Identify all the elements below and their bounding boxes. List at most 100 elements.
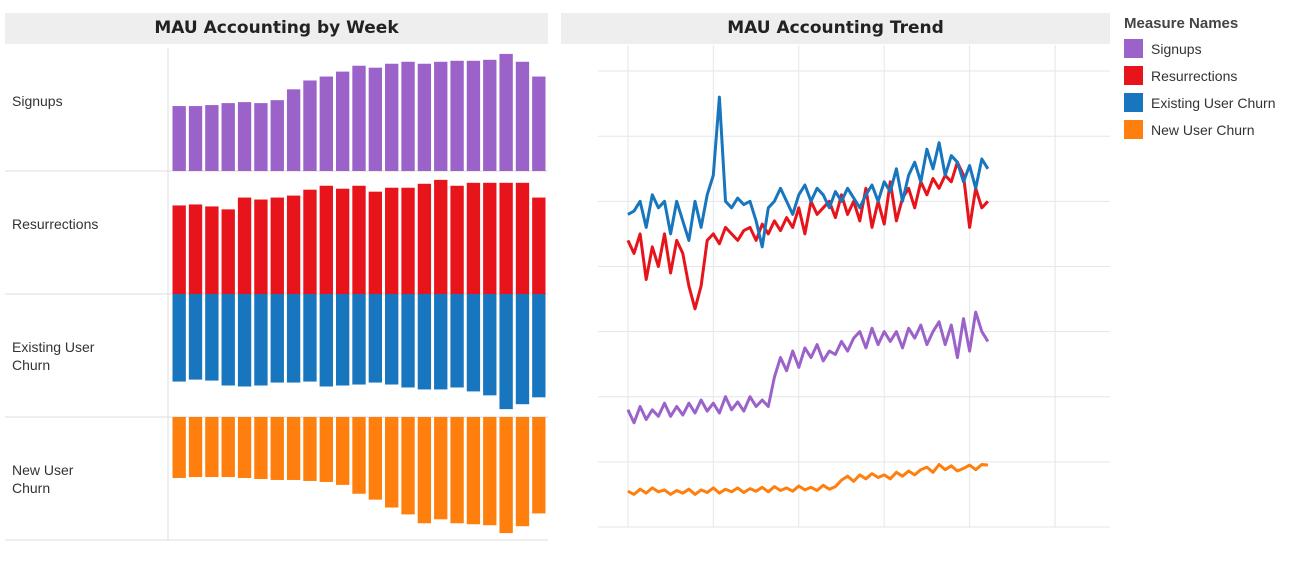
bar [450,417,464,524]
line [627,463,989,496]
bar [417,183,432,294]
bar [385,187,399,294]
bar [385,294,399,385]
bar [172,205,186,294]
bar [385,417,399,508]
line [627,95,990,249]
bar [254,417,268,479]
bar [254,103,268,171]
bar [335,294,350,386]
line [626,310,990,425]
bar [221,294,235,386]
bar [368,67,383,171]
bar [417,63,432,171]
legend-label: Existing User Churn [1151,94,1276,111]
bar [319,417,333,482]
bar [466,417,481,525]
bar [450,185,464,294]
bar [221,103,235,171]
bar [303,294,317,382]
bar [532,294,546,398]
bar [205,206,219,294]
bar [270,417,284,480]
bar [483,182,497,294]
bar [352,294,366,385]
bar [499,182,513,294]
bar [532,197,546,294]
legend-swatch [1124,93,1143,112]
bar [237,417,252,479]
bar [319,185,333,294]
bar [417,294,432,390]
bar [532,76,546,171]
legend-label: Resurrections [1151,67,1238,84]
legend-item: Resurrections [1124,62,1276,89]
legend-label: New User Churn [1151,121,1255,138]
bar [270,100,284,171]
legend-swatch [1124,39,1143,58]
row-label: Existing User Churn [12,338,95,373]
bar [483,59,497,171]
legend: Measure Names Signups Resurrections Existi… [1124,15,1276,143]
bar [237,197,252,294]
bar [335,417,350,485]
bar [303,80,317,171]
bar [319,76,333,171]
bar [352,417,366,494]
row-label: Resurrections [12,215,99,232]
bar [286,89,301,171]
bar [335,188,350,294]
bar [499,53,513,171]
chart-title: MAU Accounting by Week [5,13,548,44]
legend-item: Signups [1124,35,1276,62]
row-label: New User Churn [12,461,74,496]
legend-swatch [1124,120,1143,139]
bar [385,63,399,171]
bar [237,102,252,171]
bar [205,294,219,381]
bar [368,294,383,383]
bar [483,417,497,526]
bar [286,417,301,480]
bar [532,417,546,514]
bar [401,61,415,171]
bar [221,209,235,294]
bar [352,185,366,294]
bar [286,195,301,294]
bar [434,179,448,294]
chart-title: MAU Accounting Trend [561,13,1110,44]
legend-swatch [1124,66,1143,85]
bar [515,417,530,527]
bar [499,417,513,534]
bar [401,187,415,294]
bar [450,294,464,388]
legend-title: Measure Names [1124,15,1239,32]
bar [254,199,268,294]
bar [188,106,203,171]
bar [254,294,268,386]
bar [319,294,333,387]
bar [335,71,350,171]
row-label: Signups [12,92,63,109]
bar [303,417,317,481]
bar [466,294,481,392]
bar [172,294,186,382]
bar [515,61,530,171]
bar [172,106,186,171]
bar [450,60,464,171]
bar [188,204,203,294]
legend-item: New User Churn [1124,116,1276,143]
bar [368,191,383,294]
bar [499,294,513,410]
bar [172,417,186,479]
bar [466,60,481,171]
bar [466,182,481,294]
bar [434,417,448,520]
bar [417,417,432,524]
bar [270,294,284,383]
bar [483,294,497,396]
bar [368,417,383,500]
bar [205,105,219,171]
